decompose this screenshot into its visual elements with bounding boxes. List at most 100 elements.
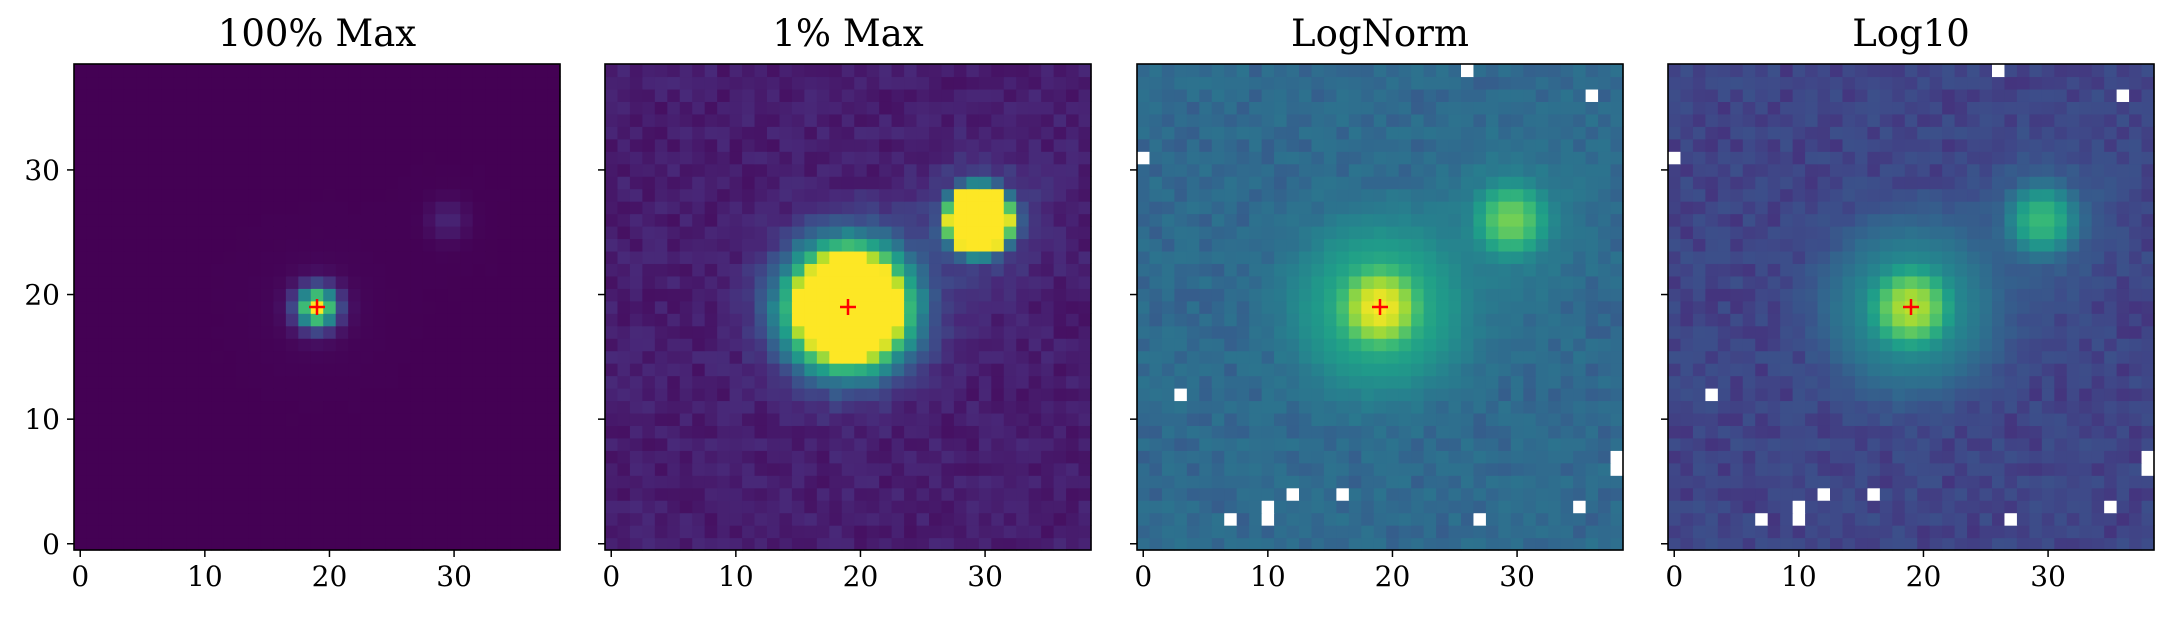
heatmap-cell: [223, 176, 237, 190]
heatmap-cell: [742, 88, 756, 102]
heatmap-cell: [717, 88, 731, 102]
heatmap-cell: [841, 525, 855, 539]
heatmap-cell: [1211, 288, 1225, 302]
heatmap-cell: [929, 388, 943, 402]
heatmap-cell: [111, 525, 125, 539]
heatmap-cell: [767, 151, 781, 165]
heatmap-cell: [1311, 126, 1325, 140]
heatmap-cell: [1261, 500, 1275, 514]
heatmap-cell: [841, 88, 855, 102]
heatmap-cell: [298, 88, 312, 102]
heatmap-cell: [1336, 525, 1350, 539]
heatmap-cell: [605, 238, 619, 252]
heatmap-cell: [497, 113, 511, 127]
heatmap-cell: [991, 512, 1005, 526]
heatmap-cell: [1211, 176, 1225, 190]
heatmap-cell: [1348, 188, 1362, 202]
heatmap-cell: [211, 525, 225, 539]
heatmap-cell: [360, 226, 374, 240]
heatmap-cell: [841, 213, 855, 227]
heatmap-cell: [1361, 437, 1375, 451]
heatmap-cell: [74, 487, 88, 501]
heatmap-cell: [929, 475, 943, 489]
heatmap-cell: [1548, 475, 1562, 489]
heatmap-cell: [953, 313, 967, 327]
heatmap-cell: [1805, 437, 1819, 451]
heatmap-cell: [410, 101, 424, 115]
heatmap-cell: [767, 275, 781, 289]
heatmap-cell: [1548, 412, 1562, 426]
heatmap-cell: [1386, 126, 1400, 140]
heatmap-cell: [742, 338, 756, 352]
heatmap-cell: [704, 425, 718, 439]
heatmap-cell: [953, 400, 967, 414]
heatmap-cell: [904, 275, 918, 289]
heatmap-cell: [1003, 88, 1017, 102]
heatmap-cell: [879, 275, 893, 289]
heatmap-cell: [779, 263, 793, 277]
heatmap-cell: [1904, 462, 1918, 476]
heatmap-cell: [717, 163, 731, 177]
heatmap-cell: [1436, 425, 1450, 439]
heatmap-cell: [447, 300, 461, 314]
heatmap-cell: [497, 437, 511, 451]
heatmap-cell: [1311, 88, 1325, 102]
heatmap-cell: [1274, 263, 1288, 277]
heatmap-cell: [1361, 238, 1375, 252]
x-tick-label: 20: [1375, 560, 1411, 593]
heatmap-cell: [1510, 113, 1524, 127]
heatmap-cell: [1411, 138, 1425, 152]
heatmap-cell: [373, 450, 387, 464]
heatmap-cell: [1003, 226, 1017, 240]
heatmap-cell: [854, 313, 868, 327]
heatmap-cell: [1942, 425, 1956, 439]
heatmap-cell: [298, 375, 312, 389]
heatmap-cell: [791, 151, 805, 165]
heatmap-cell: [1498, 487, 1512, 501]
heatmap-cell: [667, 138, 681, 152]
heatmap-cell: [617, 537, 631, 551]
heatmap-cell: [510, 201, 524, 215]
heatmap-cell: [1299, 363, 1313, 377]
heatmap-cell: [667, 425, 681, 439]
heatmap-cell: [1274, 338, 1288, 352]
heatmap-cell: [629, 400, 643, 414]
heatmap-cell: [1186, 487, 1200, 501]
heatmap-cell: [1461, 375, 1475, 389]
heatmap-cell: [1137, 250, 1151, 264]
heatmap-cell: [285, 400, 299, 414]
heatmap-cell: [1311, 325, 1325, 339]
heatmap-cell: [1261, 450, 1275, 464]
heatmap-cell: [1485, 412, 1499, 426]
heatmap-cell: [410, 500, 424, 514]
heatmap-cell: [1053, 88, 1067, 102]
heatmap-cell: [1610, 151, 1624, 165]
heatmap-cell: [767, 537, 781, 551]
heatmap-cell: [816, 226, 830, 240]
heatmap-cell: [1286, 213, 1300, 227]
heatmap-cell: [1041, 201, 1055, 215]
heatmap-cell: [1892, 512, 1906, 526]
heatmap-cell: [547, 163, 561, 177]
heatmap-cell: [1917, 425, 1931, 439]
heatmap-cell: [522, 475, 536, 489]
heatmap-cell: [1485, 400, 1499, 414]
heatmap-cell: [223, 126, 237, 140]
heatmap-cell: [1028, 226, 1042, 240]
heatmap-cell: [1199, 275, 1213, 289]
heatmap-cell: [136, 400, 150, 414]
heatmap-cell: [916, 350, 930, 364]
heatmap-cell: [472, 176, 486, 190]
heatmap-cell: [273, 300, 287, 314]
heatmap-cell: [1286, 475, 1300, 489]
heatmap-cell: [754, 350, 768, 364]
heatmap-cell: [1236, 201, 1250, 215]
heatmap-cell: [1311, 64, 1325, 78]
heatmap-cell: [1680, 425, 1694, 439]
heatmap-cell: [1992, 487, 2006, 501]
heatmap-cell: [148, 226, 162, 240]
heatmap-cell: [485, 201, 499, 215]
heatmap-cell: [804, 437, 818, 451]
heatmap-cell: [1274, 437, 1288, 451]
heatmap-cell: [447, 275, 461, 289]
